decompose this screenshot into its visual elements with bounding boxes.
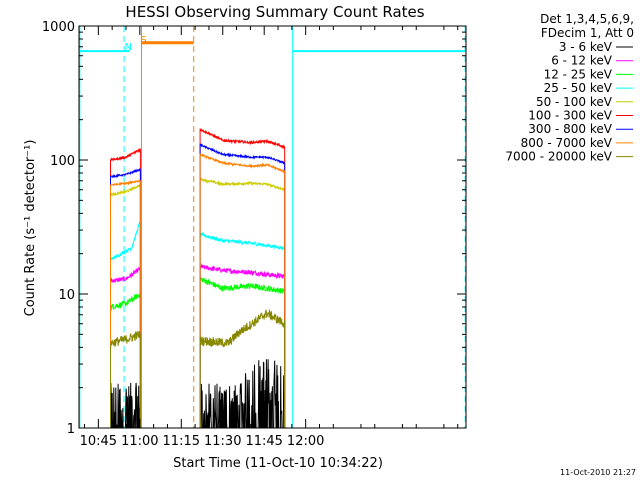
y-tick-label: 10 [58, 288, 75, 303]
series-12-25-kev-seg2 [199, 277, 286, 428]
series-100-300-kev-seg1 [110, 147, 141, 428]
y-tick-label: 1 [67, 422, 75, 437]
series-3-6-kev-seg2 [200, 359, 286, 429]
annotation-s: S [140, 35, 146, 46]
x-tick-label: 11:45 [245, 434, 282, 449]
annotation-n: N [124, 42, 131, 53]
legend-header-line-1: Det 1,3,4,5,6,9, [540, 12, 634, 26]
series-12-25-kev-seg1 [110, 291, 141, 428]
series-6-12-kev-seg2 [199, 262, 286, 428]
x-axis-label: Start Time (11-Oct-10 10:34:22) [173, 456, 383, 471]
legend-label-6-12-kev: 6 - 12 keV [551, 54, 613, 68]
series-6-12-kev-seg1 [110, 266, 141, 428]
legend-label-12-25-kev: 12 - 25 keV [544, 67, 613, 81]
x-tick-label: 11:30 [204, 434, 241, 449]
plot-area: SN [79, 26, 466, 429]
chart-title: HESSI Observing Summary Count Rates [125, 3, 424, 21]
series-50-100-kev-seg1 [110, 183, 141, 428]
series-800-7000-kev-seg2 [199, 153, 286, 428]
series-50-100-kev-seg2 [199, 176, 286, 428]
legend: Det 1,3,4,5,6,9, FDecim 1, Att 0 3 - 6 k… [505, 12, 634, 164]
legend-label-25-50-kev: 25 - 50 keV [544, 81, 613, 95]
x-tick-label: 10:45 [80, 434, 117, 449]
series-25-50-kev-seg2 [199, 231, 286, 428]
x-tick-label: 11:15 [163, 434, 200, 449]
series-100-300-kev-seg2 [199, 128, 286, 428]
legend-label-7000-20000-kev: 7000 - 20000 keV [505, 150, 612, 164]
series-25-50-kev-seg1 [110, 222, 141, 428]
footer-timestamp: 11-Oct-2010 21:27 [560, 468, 636, 477]
plot-frame [78, 25, 467, 429]
legend-label-100-300-kev: 100 - 300 keV [528, 109, 612, 123]
legend-label-800-7000-kev: 800 - 7000 keV [521, 136, 613, 150]
legend-label-3-6-kev: 3 - 6 keV [559, 40, 613, 54]
series-800-7000-kev-seg1 [110, 179, 141, 428]
series-300-800-kev-seg2 [199, 143, 286, 428]
y-tick-label: 100 [50, 154, 75, 169]
x-tick-label: 11:00 [121, 434, 158, 449]
legend-label-50-100-kev: 50 - 100 keV [536, 95, 613, 109]
legend-label-300-800-kev: 300 - 800 keV [528, 122, 612, 136]
legend-header-line-2: FDecim 1, Att 0 [541, 26, 634, 40]
series-7000-20000-kev-seg2 [199, 308, 286, 428]
series-7000-20000-kev-seg1 [110, 330, 141, 428]
axes: 1 10 100 1000 10:45 11:00 11:15 11:30 11:45 12:00 [42, 20, 466, 449]
y-tick-label: 1000 [42, 20, 75, 35]
series-3-6-kev-seg1 [110, 382, 141, 429]
x-tick-label: 12:00 [287, 434, 324, 449]
y-axis-label: Count Rate (s⁻¹ detector⁻¹) [23, 140, 38, 317]
series-300-800-kev-seg1 [110, 167, 141, 428]
